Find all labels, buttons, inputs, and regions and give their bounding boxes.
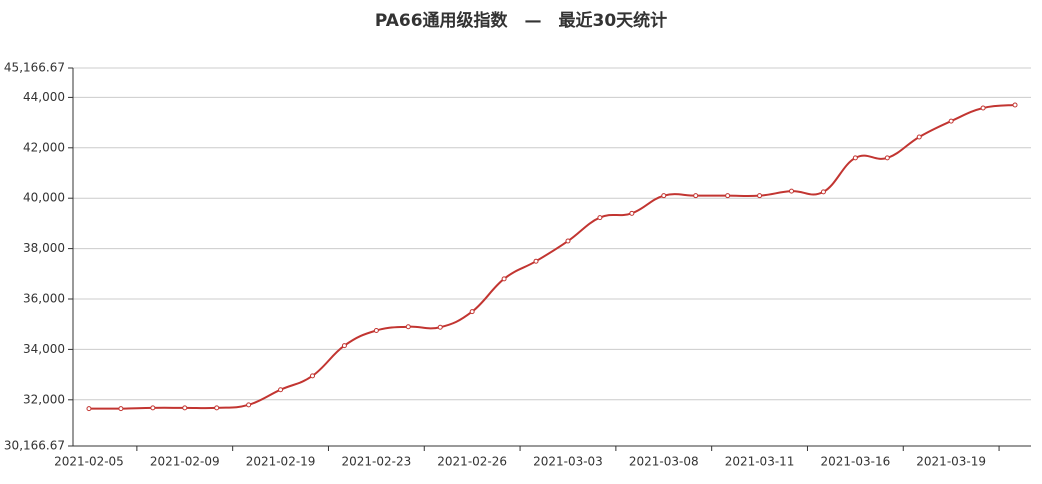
point bbox=[86, 406, 92, 412]
point bbox=[310, 373, 315, 379]
point bbox=[469, 309, 475, 315]
chart-title: PA66通用级指数 — 最近30天统计 bbox=[375, 10, 667, 31]
point bbox=[246, 402, 252, 408]
point bbox=[757, 193, 763, 199]
x-tick-label: 2021-03-03 bbox=[533, 455, 603, 469]
x-tick-label: 2021-02-19 bbox=[246, 455, 316, 469]
point bbox=[820, 189, 826, 195]
point bbox=[693, 193, 699, 199]
point bbox=[789, 188, 794, 194]
point bbox=[341, 343, 347, 349]
point bbox=[661, 193, 667, 199]
point bbox=[405, 324, 411, 330]
x-tick-label: 2021-02-09 bbox=[150, 455, 220, 469]
point bbox=[884, 155, 890, 161]
x-tick-label: 2021-03-16 bbox=[820, 455, 890, 469]
point bbox=[597, 215, 603, 221]
point bbox=[150, 405, 156, 411]
y-tick-label: 42,000 bbox=[23, 140, 65, 154]
point bbox=[214, 405, 220, 411]
y-tick-label: 32,000 bbox=[23, 392, 65, 406]
point bbox=[501, 276, 507, 282]
point bbox=[118, 406, 124, 412]
point bbox=[565, 238, 571, 244]
x-tick-label: 2021-03-08 bbox=[629, 455, 699, 469]
x-tick-label: 2021-02-26 bbox=[437, 455, 507, 469]
x-tick-label: 2021-02-05 bbox=[54, 455, 124, 469]
point bbox=[948, 118, 954, 124]
y-tick-label: 30,166.67 bbox=[4, 439, 65, 453]
y-tick-label: 44,000 bbox=[23, 90, 65, 104]
point bbox=[182, 405, 188, 411]
point bbox=[629, 210, 635, 216]
x-tick-label: 2021-02-23 bbox=[341, 455, 411, 469]
point bbox=[980, 105, 986, 111]
x-tick-label: 2021-03-11 bbox=[725, 455, 795, 469]
point bbox=[916, 134, 922, 140]
point bbox=[373, 328, 379, 334]
point bbox=[1012, 102, 1018, 108]
point bbox=[278, 387, 284, 393]
y-tick-label: 38,000 bbox=[23, 241, 65, 255]
y-tick-label: 36,000 bbox=[23, 292, 65, 306]
line bbox=[88, 103, 1016, 410]
y-tick-label: 45,166.67 bbox=[4, 61, 65, 75]
y-tick-label: 34,000 bbox=[23, 342, 65, 356]
point bbox=[725, 193, 731, 199]
point bbox=[533, 258, 539, 264]
point bbox=[852, 155, 858, 161]
point bbox=[437, 324, 443, 330]
x-tick-label: 2021-03-19 bbox=[916, 455, 986, 469]
y-tick-label: 40,000 bbox=[23, 191, 65, 205]
